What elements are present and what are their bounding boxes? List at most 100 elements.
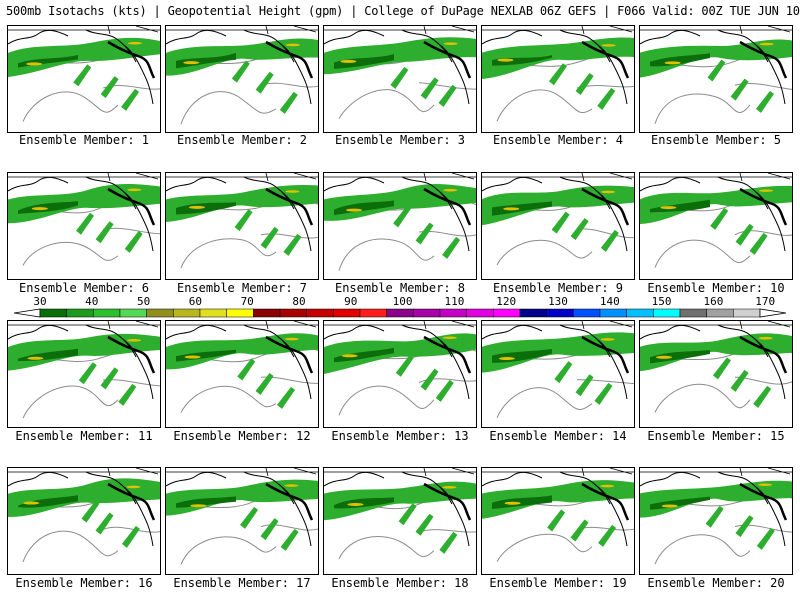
island-chain: [581, 187, 630, 226]
height-contour: [22, 530, 119, 563]
height-contour: [418, 529, 476, 533]
height-contour: [22, 91, 119, 122]
height-contour: [102, 526, 160, 533]
map-title: 500mb Isotachs (kts) | Geopotential Heig…: [6, 4, 800, 18]
isotach-streak: [554, 361, 573, 384]
height-contour: [260, 233, 318, 239]
coastline: [8, 29, 154, 105]
isotach-streak: [420, 368, 439, 391]
isotach-streak: [570, 218, 589, 241]
island-chain: [107, 187, 156, 226]
isotach-max: [664, 61, 681, 65]
isotach-streak: [438, 84, 457, 107]
isotach-streak: [551, 211, 570, 234]
ensemble-member-label: Ensemble Member: 14: [489, 429, 627, 443]
height-contour: [260, 376, 318, 384]
height-contour: [576, 526, 634, 531]
isotach-streak: [547, 509, 566, 532]
isotach-max: [661, 504, 678, 508]
isotach-streak: [124, 230, 143, 253]
colorbar-segment: [333, 308, 361, 318]
coastline: [482, 29, 628, 105]
colorbar-tick-label: 60: [188, 295, 203, 308]
isotach-max: [758, 483, 773, 487]
panel-map: [8, 468, 160, 563]
isotach-band: [482, 480, 634, 519]
isotach-streak: [749, 232, 768, 255]
isotach-band: [640, 333, 792, 372]
coastline: [324, 471, 470, 547]
panel-map: [8, 173, 160, 266]
ensemble-member-label: Ensemble Member: 1: [18, 133, 150, 147]
colorbar-segment: [306, 308, 334, 318]
island-chain: [581, 482, 630, 521]
isotach-band: [482, 37, 634, 79]
isotach-max: [443, 42, 458, 45]
isotach-max: [660, 206, 677, 210]
isotach-max: [127, 188, 142, 192]
ensemble-member-label: Ensemble Member: 11: [15, 429, 153, 443]
colorbar-segment: [279, 308, 307, 318]
isotach-streak: [756, 527, 775, 550]
island-chain: [581, 40, 630, 79]
isotach-max: [31, 207, 48, 211]
colorbar-segment: [733, 308, 761, 318]
panel-map: [640, 468, 792, 565]
isotach-max: [601, 44, 616, 47]
coastline: [8, 471, 154, 547]
colorbar-tick-label: 30: [33, 295, 47, 308]
colorbar-segment: [359, 308, 387, 318]
ensemble-panel-4: [481, 25, 635, 133]
ensemble-member-label: Ensemble Member: 4: [492, 133, 624, 147]
isotach-max: [600, 484, 615, 488]
colorbar-segment: [679, 308, 707, 318]
isotach-max: [27, 356, 44, 360]
isotach-streak: [393, 205, 412, 228]
isotach-streak: [735, 515, 754, 538]
island-chain: [581, 335, 630, 374]
isotach-band: [166, 38, 318, 76]
panel-map: [324, 26, 476, 119]
ensemble-panel-1: [7, 25, 161, 133]
isotach-streak: [600, 229, 619, 252]
colorbar-tick-label: 120: [496, 295, 517, 308]
isotach-streak: [81, 500, 100, 523]
panel-map: [166, 173, 318, 269]
height-contour: [734, 230, 792, 236]
border-line: [8, 321, 160, 330]
colorbar-segment: [413, 308, 441, 318]
height-contour: [418, 378, 476, 383]
isotach-band: [8, 333, 160, 371]
coastline: [166, 29, 312, 105]
colorbar-arrow-right: [759, 308, 787, 318]
ensemble-panel-11: [7, 320, 161, 428]
colorbar-segment: [493, 308, 521, 318]
ensemble-panel-14: [481, 320, 635, 428]
ensemble-member-label: Ensemble Member: 19: [489, 576, 627, 590]
panel-map: [640, 321, 792, 413]
isotach-streak: [283, 233, 302, 256]
ensemble-panel-18: [323, 467, 477, 575]
isotach-streak: [730, 78, 749, 101]
wind-speed-colorbar: [13, 308, 787, 318]
height-contour: [180, 91, 277, 125]
isotach-max: [188, 205, 205, 209]
ensemble-member-label: Ensemble Member: 15: [647, 429, 785, 443]
ensemble-panel-7: [165, 172, 319, 280]
height-contour: [22, 241, 119, 266]
isotach-streak: [78, 362, 97, 385]
colorbar-segment: [653, 308, 681, 318]
height-contour: [496, 533, 593, 562]
ensemble-member-label: Ensemble Member: 18: [331, 576, 469, 590]
colorbar-segment: [706, 308, 734, 318]
panel-map: [8, 26, 160, 122]
ensemble-panel-2: [165, 25, 319, 133]
island-chain: [423, 335, 472, 374]
ensemble-panel-17: [165, 467, 319, 575]
isotach-streak: [705, 505, 724, 528]
border-line: [640, 321, 792, 330]
colorbar-arrow-left: [13, 308, 41, 318]
isotach-streak: [260, 518, 279, 541]
height-contour: [654, 93, 751, 124]
ensemble-panel-19: [481, 467, 635, 575]
